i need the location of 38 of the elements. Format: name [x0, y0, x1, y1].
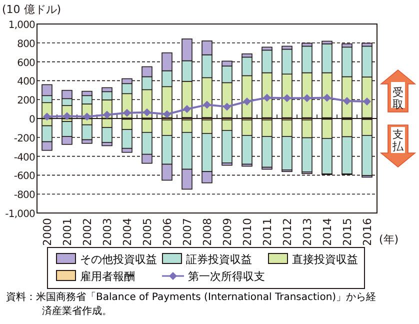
text: 資料：米国商務省「Balance of Payments (International Transaction)」から経済産業省作成。	[6, 291, 378, 319]
x-tick-label: 2010	[241, 218, 254, 246]
x-tick-label: 2003	[101, 218, 114, 246]
x-axis-title: (年)	[379, 233, 399, 246]
x-tick-label: 2001	[61, 218, 74, 246]
y-tick-label: -400	[14, 152, 36, 164]
x-tick-label: 2014	[321, 218, 334, 246]
x-tick-label: 2000	[41, 218, 54, 246]
legend-label: 第一次所得収支	[188, 270, 265, 283]
y-tick-label: -600	[14, 171, 36, 182]
x-tick-label: 2016	[361, 218, 374, 246]
y-tick-label: 400	[17, 76, 36, 88]
x-tick-label: 2013	[301, 218, 314, 246]
y-axis-title: (10 億ドル)	[2, 3, 62, 16]
x-tick-label: 2006	[161, 218, 174, 246]
y-tick-label: 200	[17, 96, 36, 107]
x-tick-label: 2008	[201, 218, 214, 246]
y-tick-label: -200	[14, 133, 36, 144]
y-tick-label: 600	[17, 58, 36, 69]
x-tick-label: 2005	[141, 218, 154, 246]
legend-label: 証券投資収益	[186, 253, 252, 266]
y-tick-label: -800	[14, 190, 36, 202]
y-tick-label: 800	[17, 38, 36, 50]
text: 支払	[392, 128, 404, 153]
y-tick-label: 0	[29, 114, 36, 126]
text: 受取	[392, 86, 404, 111]
x-tick-label: 2011	[261, 218, 274, 246]
legend-label: 直接投資収益	[292, 253, 358, 266]
x-tick-label: 2002	[81, 218, 94, 246]
y-tick-label: -1,000	[5, 209, 36, 220]
x-tick-label: 2004	[121, 218, 134, 246]
y-tick-label: 1,000	[8, 20, 36, 31]
legend-label: 雇用者報酬	[80, 270, 135, 283]
x-tick-label: 2015	[341, 218, 354, 246]
x-tick-label: 2007	[181, 218, 194, 246]
x-tick-label: 2012	[281, 218, 294, 246]
legend-label: その他投資収益	[80, 253, 157, 266]
x-tick-label: 2009	[221, 218, 234, 246]
